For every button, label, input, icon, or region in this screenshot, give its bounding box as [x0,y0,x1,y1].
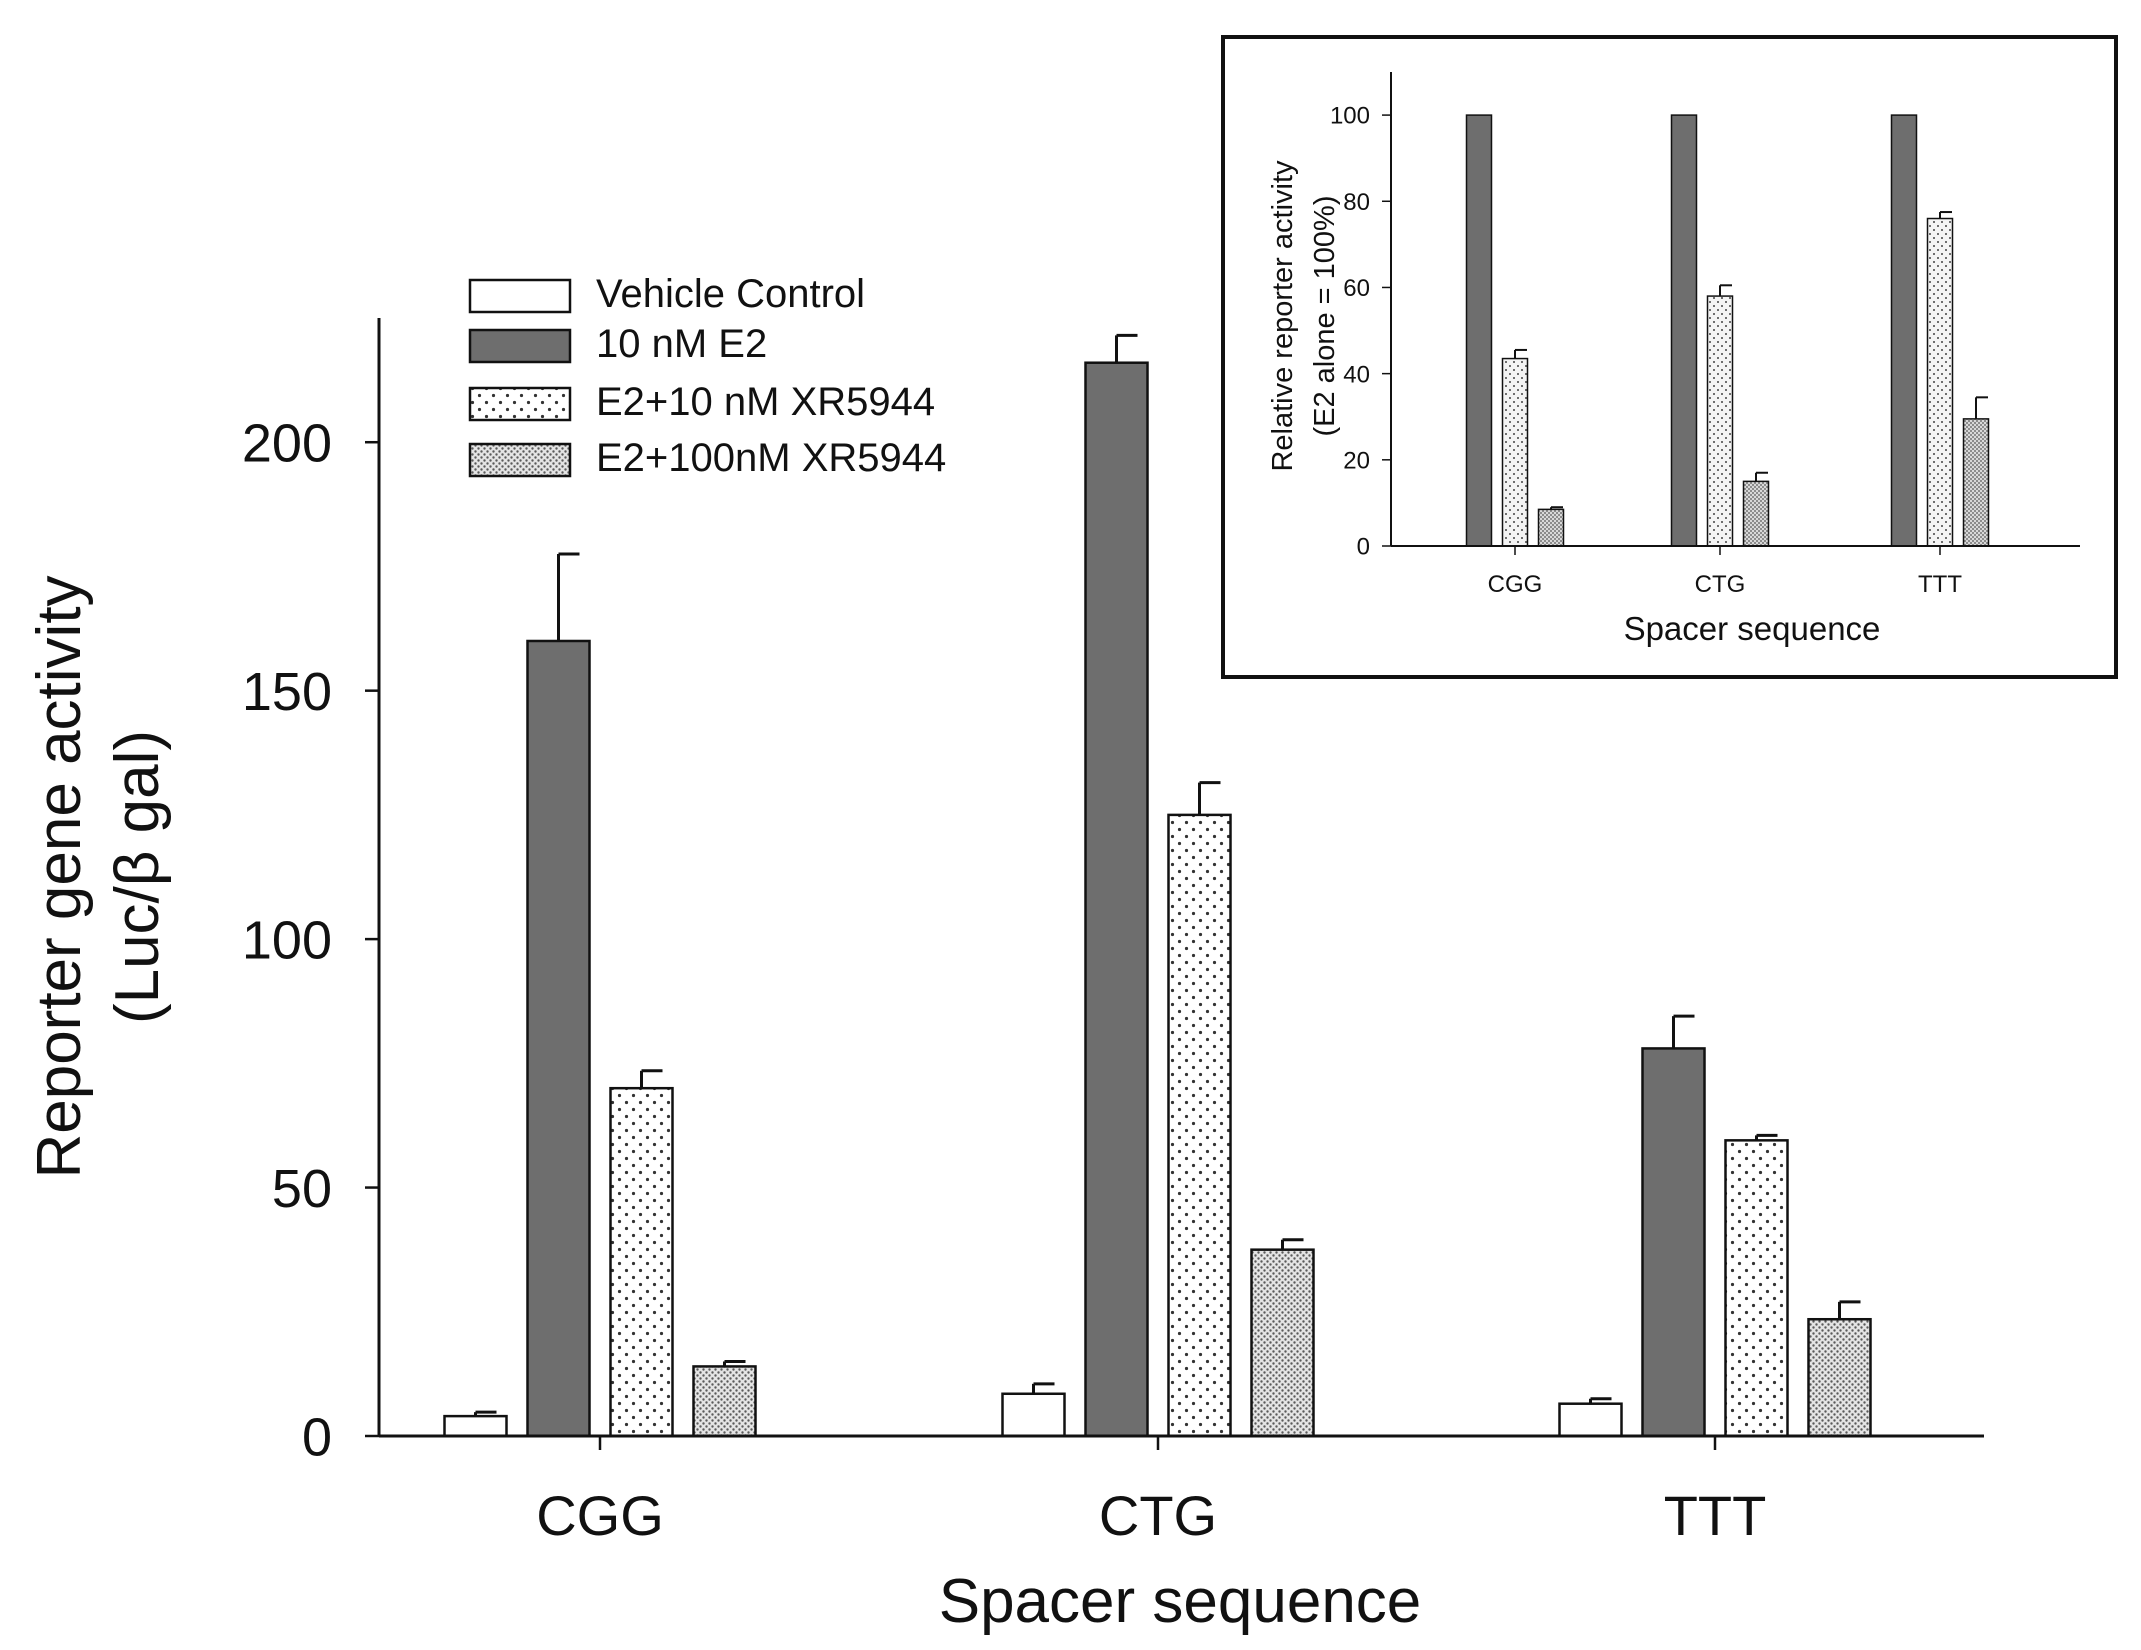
inset-y-tick-label-80: 80 [1343,189,1370,216]
inset-bar-ctg-e2-100nm-xr5944 [1742,480,1770,547]
legend-item-e2-10nm-xr5944: E2+10 nM XR5944 [468,380,935,424]
main-x-axis-label: Spacer sequence [939,1567,1422,1636]
legend-label-e2-10nm-xr5944: E2+10 nM XR5944 [596,380,935,424]
legend: Vehicle Control 10 nM E2 E2+10 nM XR5944… [468,272,946,480]
main-bar-ttt-10-nm-e2 [1641,1047,1706,1438]
inset-x-ticks: CGG CTG TTT [1488,546,1962,598]
main-x-tick-label-ctg: CTG [1099,1484,1217,1547]
main-y-tick-label-50: 50 [272,1159,332,1219]
main-y-ticks: 0 50 100 150 200 [242,414,379,1467]
main-bar-cgg-e2-100nm-xr5944 [692,1365,757,1438]
main-y-tick-label-150: 150 [242,662,332,722]
main-x-ticks: CGG CTG TTT [536,1436,1766,1547]
legend-item-vehicle-control: Vehicle Control [468,272,865,316]
main-y-tick-label-200: 200 [242,414,332,474]
main-y-tick-label-0: 0 [302,1407,332,1467]
inset-plot: 0 20 40 60 80 100 CGG CTG TTT Spacer sequence R… [1221,35,2118,679]
inset-bar-cgg-10-nm-e2 [1465,114,1493,547]
main-bar-cgg-e2-10-nm-xr5944 [609,1086,674,1438]
inset-y-ticks: 0 20 40 60 80 100 [1330,103,1391,561]
inset-y-tick-label-100: 100 [1330,103,1370,130]
legend-label-vehicle-control: Vehicle Control [596,272,865,316]
inset-y-tick-label-20: 20 [1343,447,1370,474]
main-bar-cgg-10-nm-e2 [526,639,591,1438]
main-bar-ctg-e2-10-nm-xr5944 [1167,813,1232,1438]
inset-bar-ctg-10-nm-e2 [1670,114,1698,547]
main-y-axis-label-line2: (Luc/β gal) [103,730,172,1024]
inset-frame [1221,35,2118,679]
main-bar-cgg-vehicle-control [443,1414,508,1438]
inset-bar-ttt-e2-100nm-xr5944 [1962,418,1990,547]
legend-label-e2-100nm-xr5944: E2+100nM XR5944 [596,436,946,480]
main-bar-ctg-vehicle-control [1001,1392,1066,1438]
main-x-tick-label-cgg: CGG [536,1484,664,1547]
inset-x-tick-label-cgg: CGG [1488,571,1543,598]
inset-y-tick-label-60: 60 [1343,275,1370,302]
main-bar-ctg-10-nm-e2 [1084,361,1149,1438]
legend-swatch-vehicle-control [468,278,572,314]
inset-x-tick-label-ttt: TTT [1918,571,1962,598]
main-y-axis-label-line1: Reporter gene activity [25,575,94,1178]
inset-x-tick-label-ctg: CTG [1695,571,1746,598]
inset-x-axis-label: Spacer sequence [1624,610,1881,647]
inset-bar-ttt-10-nm-e2 [1890,114,1918,547]
main-bar-ttt-e2-100nm-xr5944 [1807,1317,1872,1438]
inset-y-tick-label-40: 40 [1343,361,1370,388]
legend-swatch-e2-10nm-xr5944 [468,386,572,422]
legend-swatch-e2-100nm-xr5944 [468,442,572,478]
legend-item-e2-100nm-xr5944: E2+100nM XR5944 [468,436,946,480]
legend-swatch-10nm-e2 [468,328,572,364]
inset-y-tick-label-0: 0 [1357,534,1370,561]
main-bar-ttt-e2-10-nm-xr5944 [1724,1139,1789,1438]
main-x-tick-label-ttt: TTT [1664,1484,1767,1547]
inset-bar-ttt-e2-10-nm-xr5944 [1926,217,1954,547]
inset-y-axis-label-line1: Relative reporter activity [1267,160,1299,472]
main-bar-ctg-e2-100nm-xr5944 [1250,1248,1315,1438]
inset-bars [1465,114,1990,547]
main-bar-ttt-vehicle-control [1558,1402,1623,1438]
inset-bar-ctg-e2-10-nm-xr5944 [1706,295,1734,547]
main-y-tick-label-100: 100 [242,911,332,971]
inset-bar-cgg-e2-100nm-xr5944 [1537,508,1565,547]
inset-bar-cgg-e2-10-nm-xr5944 [1501,357,1529,547]
legend-item-10nm-e2: 10 nM E2 [468,322,767,366]
inset-y-axis-label-line2: (E2 alone = 100%) [1309,195,1341,436]
legend-label-10nm-e2: 10 nM E2 [596,322,767,366]
